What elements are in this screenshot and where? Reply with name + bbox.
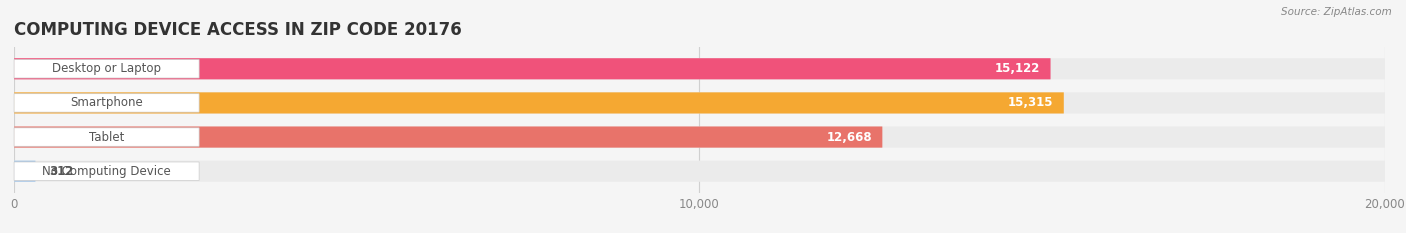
Text: 12,668: 12,668 bbox=[827, 130, 872, 144]
FancyBboxPatch shape bbox=[14, 128, 200, 146]
Text: 15,122: 15,122 bbox=[995, 62, 1040, 75]
Text: Desktop or Laptop: Desktop or Laptop bbox=[52, 62, 162, 75]
Text: COMPUTING DEVICE ACCESS IN ZIP CODE 20176: COMPUTING DEVICE ACCESS IN ZIP CODE 2017… bbox=[14, 21, 461, 39]
FancyBboxPatch shape bbox=[14, 58, 1050, 79]
Text: 15,315: 15,315 bbox=[1008, 96, 1053, 110]
FancyBboxPatch shape bbox=[14, 127, 883, 148]
FancyBboxPatch shape bbox=[14, 60, 200, 78]
FancyBboxPatch shape bbox=[14, 161, 35, 182]
FancyBboxPatch shape bbox=[14, 127, 1385, 148]
FancyBboxPatch shape bbox=[14, 58, 1385, 79]
Text: 312: 312 bbox=[49, 165, 73, 178]
FancyBboxPatch shape bbox=[14, 161, 1385, 182]
FancyBboxPatch shape bbox=[14, 92, 1064, 113]
FancyBboxPatch shape bbox=[14, 92, 1385, 113]
Text: Source: ZipAtlas.com: Source: ZipAtlas.com bbox=[1281, 7, 1392, 17]
FancyBboxPatch shape bbox=[14, 162, 200, 180]
FancyBboxPatch shape bbox=[14, 94, 200, 112]
Text: No Computing Device: No Computing Device bbox=[42, 165, 172, 178]
Text: Tablet: Tablet bbox=[89, 130, 124, 144]
Text: Smartphone: Smartphone bbox=[70, 96, 143, 110]
